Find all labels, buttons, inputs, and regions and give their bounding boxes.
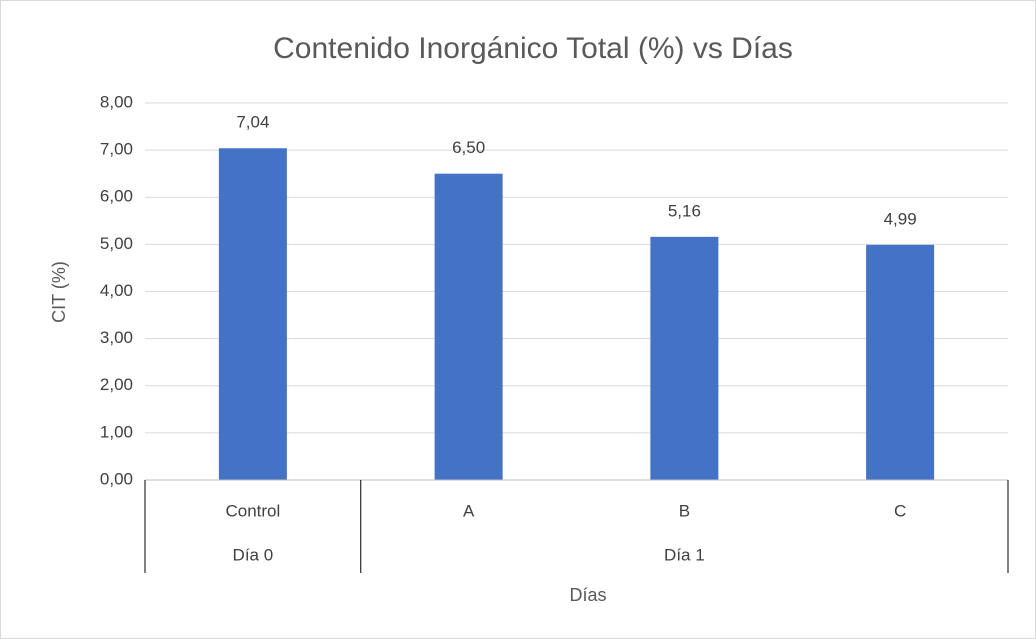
y-tick-label: 7,00 — [100, 140, 133, 159]
x-tick-label: A — [463, 501, 475, 520]
x-tick-label: C — [894, 501, 906, 520]
y-tick-label: 4,00 — [100, 281, 133, 300]
y-tick-label: 6,00 — [100, 187, 133, 206]
data-label: 5,16 — [668, 201, 701, 220]
bar — [218, 148, 287, 481]
x-tick-label: B — [679, 501, 690, 520]
group-label: Día 0 — [233, 545, 274, 564]
y-tick-label: 1,00 — [100, 422, 133, 441]
y-tick-label: 2,00 — [100, 375, 133, 394]
x-axis-title: Días — [569, 585, 606, 605]
y-tick-label: 5,00 — [100, 234, 133, 253]
y-tick-label: 8,00 — [100, 92, 133, 111]
data-label: 7,04 — [236, 113, 269, 132]
group-label: Día 1 — [664, 545, 705, 564]
bar — [434, 173, 503, 480]
bar — [650, 236, 719, 480]
data-label: 4,99 — [884, 209, 917, 228]
x-tick-label: Control — [225, 501, 280, 520]
y-axis-title: CIT (%) — [49, 261, 69, 323]
bar — [866, 244, 935, 480]
data-label: 6,50 — [452, 138, 485, 157]
y-tick-label: 3,00 — [100, 328, 133, 347]
y-tick-label: 0,00 — [100, 469, 133, 488]
chart-title: Contenido Inorgánico Total (%) vs Días — [273, 32, 793, 65]
